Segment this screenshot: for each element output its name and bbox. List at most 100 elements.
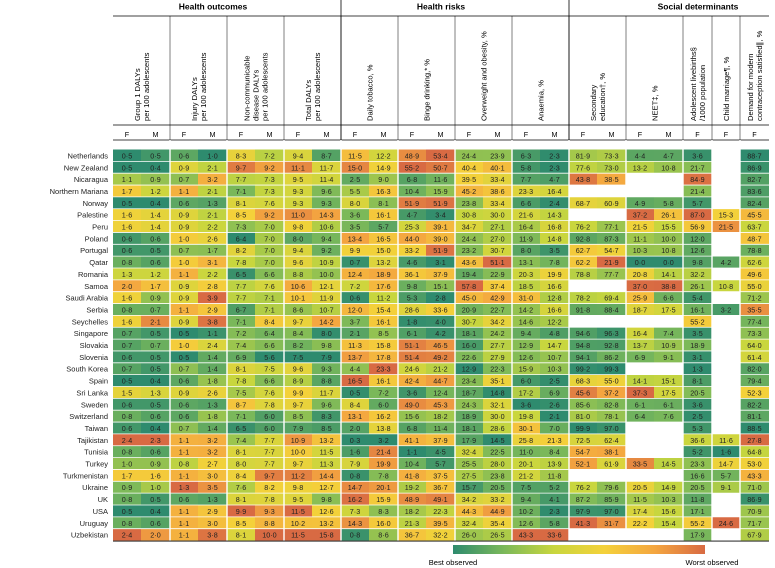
cell-label: 48·9 <box>405 151 419 160</box>
heatmap-cell <box>597 232 626 245</box>
heatmap-cell <box>312 303 341 316</box>
heatmap-cell <box>170 208 198 221</box>
cell-label: 6·9 <box>236 353 246 362</box>
heatmap-cell <box>626 445 654 458</box>
cell-label: 3·5 <box>350 223 360 232</box>
cell-label: 14·2 <box>319 317 333 326</box>
heatmap-cell <box>141 268 170 280</box>
heatmap-cell <box>198 173 227 186</box>
country-label: Turkey <box>85 460 108 469</box>
cell-label: 2·0 <box>122 282 132 291</box>
heatmap-cell <box>597 244 626 257</box>
heatmap-cell <box>170 256 198 268</box>
cell-label: 22·6 <box>462 353 476 362</box>
heatmap-cell <box>597 374 626 387</box>
heatmap-cell <box>227 528 255 541</box>
heatmap-cell <box>198 315 227 328</box>
heatmap-cell <box>569 268 597 280</box>
heatmap-cell <box>626 386 654 399</box>
cell-label: 63·7 <box>747 223 761 232</box>
cell-label: 12·2 <box>376 151 390 160</box>
country-label: USA <box>93 507 108 516</box>
heatmap-cell <box>398 339 426 351</box>
sex-label: M <box>438 130 444 139</box>
sex-label: M <box>495 130 501 139</box>
cell-label: 26·1 <box>661 211 675 220</box>
heatmap-cell <box>255 516 284 529</box>
cell-label: 55·2 <box>690 317 704 326</box>
heatmap-cell <box>512 256 540 268</box>
heatmap-cell <box>369 279 398 292</box>
heatmap-cell <box>569 374 597 387</box>
heatmap-cell <box>341 256 369 268</box>
cell-label: 15·4 <box>376 305 390 314</box>
cell-label: 14·9 <box>376 163 390 172</box>
heatmap-cell <box>312 173 341 186</box>
cell-label: 1·7 <box>150 282 160 291</box>
cell-label: 1·1 <box>179 448 189 457</box>
cell-label: 18·9 <box>376 270 390 279</box>
cell-label: 2·4 <box>207 341 217 350</box>
cell-label: 3·2 <box>207 175 217 184</box>
heatmap-cell <box>198 339 227 351</box>
cell-label: 55·0 <box>604 377 618 386</box>
heatmap-cell <box>483 339 512 351</box>
cell-label: 16·3 <box>376 187 390 196</box>
cell-label: 7·0 <box>549 424 559 433</box>
heatmap-cell <box>626 161 654 174</box>
cell-label: 13·2 <box>633 163 647 172</box>
cell-label: 1·4 <box>207 424 217 433</box>
heatmap-cell <box>198 303 227 316</box>
heatmap-cell <box>369 422 398 434</box>
cell-label: 10·9 <box>319 258 333 267</box>
heatmap-cell <box>512 185 540 197</box>
heatmap-cell <box>597 505 626 517</box>
country-label: Samoa <box>84 282 109 291</box>
heatmap-cell <box>740 516 769 529</box>
heatmap-cell <box>683 457 712 470</box>
cell-label: 7·5 <box>293 353 303 362</box>
cell-label: 9·7 <box>293 400 303 409</box>
cell-label: 4·2 <box>435 329 445 338</box>
cell-label: 15·6 <box>405 412 419 421</box>
cell-label: 36·7 <box>433 483 447 492</box>
cell-label: 11·3 <box>320 460 334 469</box>
cell-label: 7·7 <box>264 436 274 445</box>
heatmap-cell <box>683 208 712 221</box>
heatmap-cell <box>369 481 398 494</box>
cell-label: 33·2 <box>405 246 419 255</box>
cell-label: 5·2 <box>549 483 559 492</box>
cell-label: 8·1 <box>378 199 388 208</box>
cell-label: 15·1 <box>433 282 447 291</box>
cell-label: 10·0 <box>291 448 305 457</box>
cell-label: 2·3 <box>549 163 559 172</box>
heatmap-cell <box>740 350 769 363</box>
heatmap-cell <box>227 315 255 328</box>
cell-label: 18·7 <box>462 388 476 397</box>
heatmap-cell <box>654 528 683 541</box>
legend-colorbar <box>453 545 705 554</box>
cell-label: 15·7 <box>462 483 476 492</box>
cell-label: 1·0 <box>179 258 189 267</box>
indicator-label: per 100 adolescents <box>199 52 208 121</box>
cell-label: 7·8 <box>264 400 274 409</box>
cell-label: 1·1 <box>179 519 189 528</box>
cell-label: 11·3 <box>348 341 362 350</box>
cell-label: 20·5 <box>633 483 647 492</box>
heatmap-cell <box>141 516 170 529</box>
heatmap-cell <box>284 516 312 529</box>
heatmap-cell <box>597 279 626 292</box>
cell-label: 7·5 <box>236 388 246 397</box>
heatmap-cell <box>284 339 312 351</box>
cell-label: 32·2 <box>433 531 447 540</box>
heatmap-cell <box>540 445 569 458</box>
cell-label: 13·8 <box>376 424 390 433</box>
cell-label: 2·8 <box>435 294 445 303</box>
heatmap-cell <box>740 149 769 162</box>
cell-label: 0·5 <box>350 388 360 397</box>
heatmap-cell <box>455 256 483 268</box>
heatmap-cell <box>683 268 712 280</box>
cell-label: 2·9 <box>207 507 217 516</box>
heatmap-cell <box>597 291 626 304</box>
heatmap-cell <box>483 173 512 186</box>
